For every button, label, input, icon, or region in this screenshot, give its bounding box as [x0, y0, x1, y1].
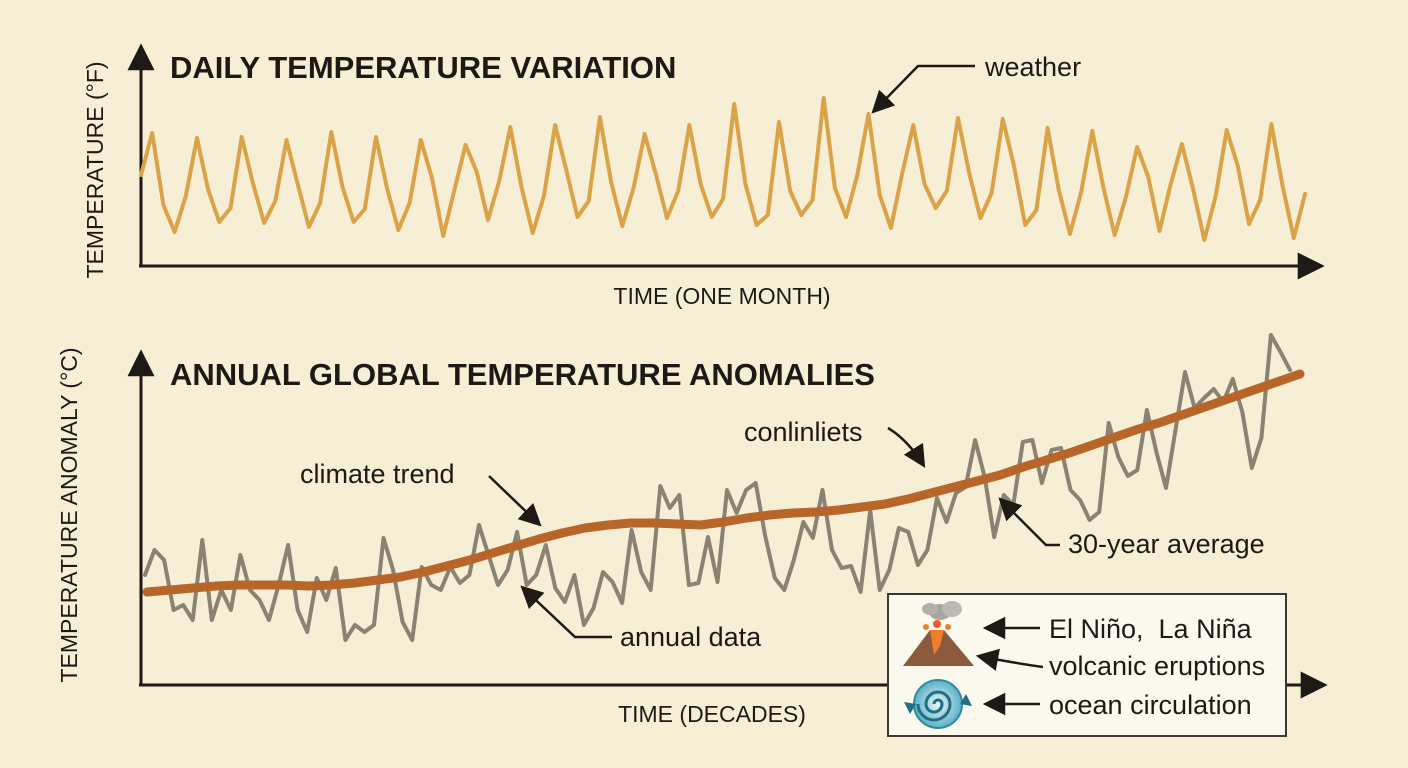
- daily-temperature-series: [139, 96, 1307, 242]
- climate-trend-annotation: climate trend: [300, 459, 455, 489]
- climate-trend-series: [142, 369, 1305, 597]
- conlinliets-annotation: conlinliets: [744, 417, 863, 447]
- weather-annotation: weather: [984, 52, 1081, 82]
- ocean-swirl-icon: [904, 679, 972, 729]
- volcano-icon: [903, 601, 974, 666]
- annual-chart: ANNUAL GLOBAL TEMPERATURE ANOMALIES TIME…: [56, 333, 1328, 727]
- legend-label-el-nino: El Niño, La Niña: [1049, 614, 1253, 644]
- legend-label-ocean: ocean circulation: [1049, 690, 1252, 720]
- legend-pointer-2: [975, 648, 1044, 671]
- annual-x-axis-label: TIME (DECADES): [618, 701, 806, 727]
- annual-data-series: [143, 333, 1292, 642]
- daily-chart: DAILY TEMPERATURE VARIATION TIME (ONE MO…: [82, 43, 1325, 309]
- thirty-year-average-annotation: 30-year average: [1068, 529, 1265, 559]
- thirty-year-average-pointer: [998, 497, 1060, 547]
- annual-chart-title: ANNUAL GLOBAL TEMPERATURE ANOMALIES: [170, 357, 875, 392]
- legend-label-volcanic: volcanic eruptions: [1049, 651, 1265, 681]
- annual-data-annotation: annual data: [620, 622, 762, 652]
- annual-y-axis-label: TEMPERATURE ANOMALY (°C): [56, 347, 82, 682]
- legend-box: El Niño, La Niña volcanic eruptions ocea…: [887, 593, 1287, 737]
- annual-data-pointer: [520, 585, 612, 639]
- climate-trend-pointer: [488, 475, 542, 527]
- daily-x-axis-label: TIME (ONE MONTH): [613, 283, 830, 309]
- daily-y-axis-label: TEMPERATURE (°F): [82, 61, 108, 278]
- daily-chart-title: DAILY TEMPERATURE VARIATION: [170, 50, 676, 85]
- weather-pointer: [871, 64, 975, 114]
- conlinliets-pointer: [887, 426, 926, 468]
